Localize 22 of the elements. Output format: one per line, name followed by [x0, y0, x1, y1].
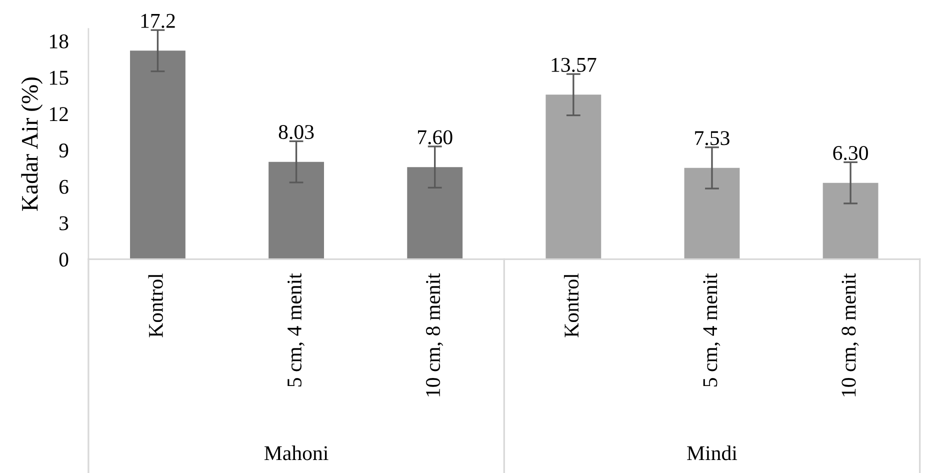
data-label: 13.57 — [552, 58, 596, 72]
y-tick-label: 18 — [50, 34, 68, 48]
data-label: 6.30 — [833, 146, 868, 160]
text: Mindi — [687, 446, 738, 460]
data-label: 17.2 — [141, 14, 175, 28]
x-tick-label: 10 cm, 8 menit — [842, 273, 859, 396]
data-label: 8.03 — [278, 125, 314, 140]
data-label: 7.60 — [418, 130, 452, 144]
y-tick-label: 6 — [59, 180, 68, 194]
x-tick-label: Kontrol — [564, 274, 579, 338]
data-label: 7.53 — [695, 131, 730, 146]
y-axis-title: Kadar Air (%) — [21, 78, 43, 211]
y-tick-label: 3 — [60, 216, 68, 230]
y-tick-label: 15 — [50, 70, 68, 85]
y-tick-label: 12 — [50, 107, 68, 121]
x-tick-label: 5 cm, 4 menit — [703, 273, 720, 386]
x-tick-label: 5 cm, 4 menit — [288, 273, 305, 386]
x-tick-label: Kontrol — [148, 274, 163, 338]
y-tick-label: 0 — [59, 252, 68, 267]
text: Mahoni — [264, 446, 328, 460]
x-tick-label: 10 cm, 8 menit — [426, 273, 444, 396]
y-tick-label: 9 — [59, 144, 68, 158]
